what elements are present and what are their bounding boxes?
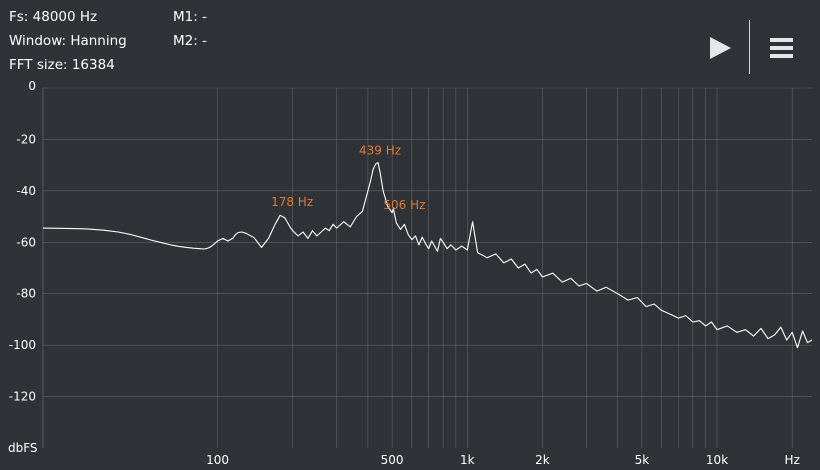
play-button[interactable] bbox=[700, 28, 740, 68]
y-tick-label: -120 bbox=[9, 390, 36, 404]
fft-size-label: FFT size: 16384 bbox=[9, 57, 115, 73]
peak-labels: 178 Hz 439 Hz 506 Hz bbox=[271, 144, 425, 212]
spectrum-line bbox=[42, 162, 813, 349]
marker-1-label: M1: - bbox=[173, 9, 207, 25]
peak-label: 439 Hz bbox=[359, 144, 401, 158]
grid bbox=[42, 87, 812, 448]
marker-2-label: M2: - bbox=[173, 33, 207, 49]
window-type-label: Window: Hanning bbox=[9, 33, 127, 49]
y-axis-label: dbFS bbox=[8, 441, 38, 455]
x-tick-label: 1k bbox=[460, 453, 475, 467]
sample-rate-label: Fs: 48000 Hz bbox=[9, 9, 98, 25]
spectrum-series bbox=[42, 162, 813, 349]
hamburger-menu-icon bbox=[770, 38, 793, 58]
x-tick-label: 5k bbox=[635, 453, 650, 467]
x-tick-label: 2k bbox=[535, 453, 550, 467]
y-tick-label: -20 bbox=[16, 132, 36, 146]
play-icon bbox=[710, 37, 731, 59]
y-axis-ticks: 0 -20 -40 -60 -80 -100 -120 bbox=[9, 79, 36, 404]
y-tick-label: -100 bbox=[9, 338, 36, 352]
peak-label: 506 Hz bbox=[383, 198, 425, 212]
marker-panel: M1: - M2: - bbox=[173, 5, 207, 53]
x-tick-label: 100 bbox=[206, 453, 229, 467]
y-tick-label: -40 bbox=[16, 184, 36, 198]
x-tick-label: 10k bbox=[706, 453, 728, 467]
toolbar-divider bbox=[749, 20, 750, 74]
info-panel-left: Fs: 48000 Hz Window: Hanning FFT size: 1… bbox=[9, 5, 127, 77]
y-tick-label: -80 bbox=[16, 287, 36, 301]
x-tick-label: Hz bbox=[785, 453, 800, 467]
x-axis-ticks: 100 500 1k 2k 5k 10k Hz bbox=[206, 453, 800, 467]
y-tick-label: -60 bbox=[16, 235, 36, 249]
x-tick-label: 500 bbox=[381, 453, 404, 467]
peak-label: 178 Hz bbox=[271, 195, 313, 209]
menu-button[interactable] bbox=[760, 28, 804, 68]
y-tick-label: 0 bbox=[28, 79, 36, 93]
